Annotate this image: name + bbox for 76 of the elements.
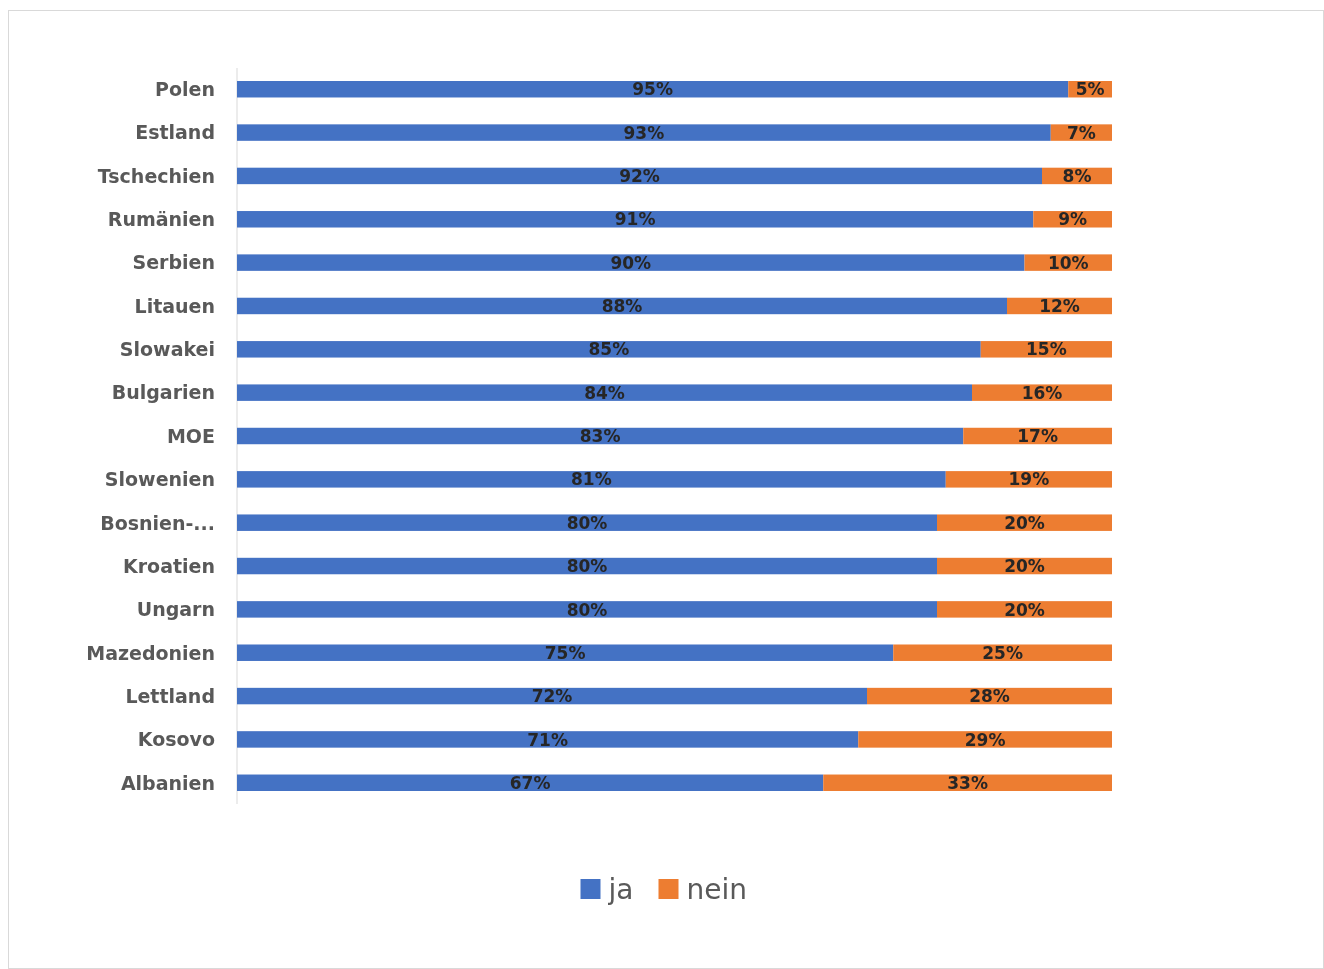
data-label: 84%: [584, 382, 625, 403]
data-label: 7%: [1066, 122, 1096, 143]
data-label: 88%: [601, 296, 643, 317]
bar: [893, 644, 1112, 661]
bar: [237, 557, 937, 575]
bar: [237, 427, 964, 445]
y-tick-label: Estland: [135, 121, 215, 144]
data-label: 17%: [1017, 426, 1058, 447]
bar: [237, 471, 946, 488]
data-label: 15%: [1026, 339, 1067, 360]
legend-label: nein: [686, 873, 747, 907]
legend-label: ja: [607, 873, 634, 907]
bar: [237, 384, 972, 401]
y-tick-label: Slowakei: [119, 338, 215, 361]
bar: [937, 514, 1112, 531]
data-label: 28%: [969, 686, 1010, 707]
y-tick-label: Tschechien: [97, 164, 215, 187]
bar: [237, 774, 824, 791]
bar: [237, 254, 1025, 271]
data-label: 85%: [588, 339, 630, 360]
y-tick-label: Bosnien-...: [100, 511, 215, 534]
y-tick-label: Serbien: [132, 251, 215, 274]
data-label: 93%: [623, 122, 665, 143]
data-label: 29%: [964, 729, 1006, 750]
data-label: 83%: [579, 426, 621, 447]
data-label: 72%: [531, 686, 573, 707]
bar: [237, 211, 1034, 228]
bar: [237, 124, 1051, 141]
y-tick-label: Albanien: [120, 771, 215, 794]
data-label: 9%: [1058, 209, 1088, 230]
y-tick-label: Slowenien: [104, 468, 215, 491]
data-label: 81%: [571, 469, 612, 490]
data-label: 75%: [544, 642, 586, 663]
bar: [237, 731, 859, 748]
data-label: 20%: [1004, 556, 1045, 577]
y-tick-label: Kroatien: [123, 554, 215, 577]
data-label: 12%: [1039, 296, 1080, 317]
data-label: 10%: [1047, 252, 1089, 273]
bar: [823, 774, 1112, 791]
bar: [858, 731, 1112, 748]
y-tick-label: Rumänien: [107, 208, 215, 231]
bar: [937, 601, 1112, 618]
data-label: 20%: [1004, 599, 1045, 620]
data-label: 20%: [1004, 512, 1045, 533]
data-label: 8%: [1062, 166, 1092, 187]
data-label: 33%: [947, 772, 988, 793]
data-label: 16%: [1021, 382, 1063, 403]
data-label: 80%: [566, 599, 608, 620]
y-tick-label: Bulgarien: [111, 381, 215, 404]
data-label: 67%: [509, 772, 551, 793]
bar: [237, 297, 1007, 315]
bar: [237, 81, 1069, 98]
data-label: 80%: [566, 556, 608, 577]
y-tick-label: Kosovo: [137, 728, 215, 751]
data-label: 91%: [614, 209, 656, 230]
y-tick-label: Lettland: [125, 684, 215, 707]
bar: [237, 601, 937, 618]
y-tick-label: MOE: [166, 424, 215, 447]
y-tick-label: Polen: [155, 78, 215, 101]
data-label: 25%: [982, 642, 1023, 663]
bar: [237, 514, 937, 531]
bar: [945, 471, 1112, 488]
data-label: 80%: [566, 512, 608, 533]
data-label: 71%: [527, 729, 568, 750]
data-label: 19%: [1008, 469, 1050, 490]
y-tick-label: Ungarn: [136, 598, 215, 621]
bar: [237, 167, 1042, 185]
bar: [237, 687, 867, 705]
data-label: 5%: [1075, 79, 1105, 100]
data-label: 95%: [632, 79, 673, 100]
y-tick-label: Litauen: [134, 294, 215, 317]
bar: [237, 341, 981, 358]
data-label: 92%: [619, 166, 660, 187]
bar: [237, 644, 894, 661]
y-tick-label: Mazedonien: [86, 641, 215, 664]
data-label: 90%: [610, 252, 652, 273]
